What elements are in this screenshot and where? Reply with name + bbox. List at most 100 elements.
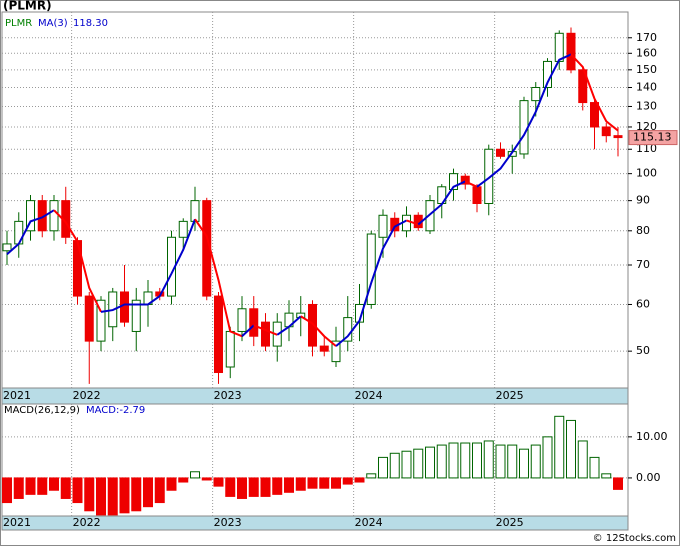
x-tick-label: 2025: [496, 516, 524, 529]
candle-body: [425, 200, 435, 232]
x-tick-label: 2023: [214, 516, 242, 529]
macd-bar: [413, 448, 424, 479]
ma-line: [406, 219, 419, 226]
macd-bar: [589, 456, 600, 479]
ma-line: [253, 324, 278, 336]
ma-line: [476, 53, 572, 188]
y-tick-label: 0.00: [636, 471, 661, 484]
ma-line: [241, 324, 255, 337]
macd-bar: [519, 448, 529, 479]
candle-body: [2, 243, 12, 252]
macd-bar: [154, 477, 165, 504]
y-tick-label: 150: [636, 63, 657, 76]
y-tick-label: 170: [636, 31, 657, 44]
ma-line: [335, 219, 407, 347]
y-tick-label: 50: [636, 344, 650, 357]
candle-body: [308, 303, 317, 347]
y-tick-label: 90: [636, 194, 650, 207]
y-tick-label: 120: [636, 120, 657, 133]
macd-bar: [342, 477, 353, 485]
ma-line: [417, 180, 466, 226]
macd-bar: [460, 442, 471, 479]
ma-line: [6, 209, 55, 255]
macd-bar: [272, 477, 283, 495]
macd-bar: [389, 452, 400, 479]
candle-body: [449, 173, 458, 191]
ma-line: [300, 315, 337, 347]
candle-body: [613, 135, 623, 139]
macd-bar: [295, 477, 306, 491]
candle-body: [472, 186, 482, 204]
macd-bar: [566, 419, 576, 479]
candle-body: [531, 86, 541, 102]
y-tick-label: 70: [636, 258, 650, 271]
macd-bar: [119, 477, 130, 514]
macd-bar: [13, 477, 24, 499]
macd-bar: [143, 477, 153, 508]
macd-bar: [448, 442, 459, 479]
ma-line: [570, 53, 619, 132]
candle-body: [190, 200, 200, 222]
candle-body: [26, 200, 35, 232]
y-tick-label: 160: [636, 46, 657, 59]
macd-bar: [25, 477, 36, 495]
candle-body: [460, 175, 470, 185]
macd-bar: [613, 477, 623, 490]
macd-bar: [554, 415, 565, 479]
candle-body: [578, 69, 588, 104]
candle-body: [378, 214, 388, 238]
macd-bar: [507, 444, 518, 479]
macd-bar: [472, 442, 482, 479]
ma-line: [464, 180, 478, 188]
ma-line: [276, 315, 302, 336]
macd-bar: [201, 477, 212, 481]
y-tick-label: 10.00: [636, 430, 668, 443]
legend-name: PLMR: [5, 18, 32, 29]
macd-bar: [72, 477, 83, 504]
macd-bar: [2, 477, 12, 504]
x-tick-label: 2024: [355, 516, 383, 529]
macd-bar: [190, 471, 200, 479]
macd-bar: [84, 477, 95, 512]
candle-body: [496, 148, 505, 157]
candle-body: [601, 126, 611, 137]
x-tick-label: 2022: [73, 516, 101, 529]
ma-line: [100, 218, 196, 313]
macd-bar: [213, 477, 224, 487]
y-tick-label: 110: [636, 142, 657, 155]
ma-line: [194, 218, 243, 338]
x-tick-label: 2023: [214, 389, 242, 402]
y-tick-label: 140: [636, 80, 657, 93]
macd-bar: [284, 477, 294, 493]
candle-body: [590, 102, 599, 128]
legend-ma: MA(3): [38, 18, 68, 29]
legend-ma-value: 118.30: [73, 18, 108, 29]
macd-bar: [260, 477, 271, 497]
macd-bar: [401, 450, 412, 479]
y-tick-label: 130: [636, 99, 657, 112]
candle-body: [96, 299, 106, 342]
x-tick-label: 2025: [496, 389, 524, 402]
candle-body: [225, 330, 235, 368]
y-tick-label: 60: [636, 297, 650, 310]
last-price-label: 115.13: [633, 131, 672, 144]
ma-line: [53, 209, 102, 313]
footer: © 12Stocks.com: [593, 533, 676, 544]
macd-bar: [307, 477, 318, 489]
candle-body: [319, 345, 329, 352]
macd-bar: [237, 477, 247, 499]
last-price-box: [628, 130, 678, 146]
macd-bar: [96, 477, 106, 516]
macd-bar: [577, 440, 588, 479]
macd-bar: [601, 473, 612, 479]
candle-body: [331, 340, 341, 363]
macd-bar: [530, 444, 541, 479]
macd-bar: [319, 477, 330, 489]
macd-bar: [60, 477, 71, 499]
x-tick-label: 2022: [73, 389, 101, 402]
macd-bar: [495, 444, 506, 479]
candle-body: [566, 32, 576, 71]
macd-bar: [483, 440, 494, 479]
candle-body: [120, 291, 129, 323]
macd-bar: [436, 444, 447, 479]
